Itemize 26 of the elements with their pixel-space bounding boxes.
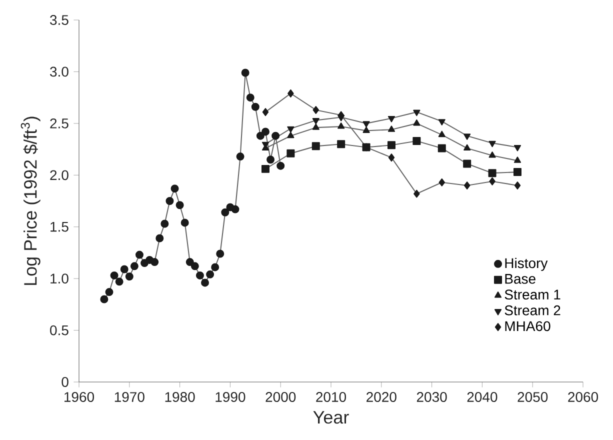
- y-tick-label: 1.0: [50, 274, 68, 284]
- y-tick-label: 0: [62, 377, 68, 387]
- x-tick-label: 2010: [316, 392, 346, 402]
- x-tick-label: 2060: [568, 392, 598, 402]
- legend-label: Stream 1: [504, 290, 560, 300]
- x-tick-label: 2030: [416, 392, 447, 402]
- x-axis-title: Year: [313, 411, 349, 424]
- x-tick-label: 2000: [266, 392, 296, 402]
- x-tick-label: 2040: [467, 392, 498, 402]
- x-tick-label: 1980: [165, 392, 195, 402]
- x-tick-label: 2020: [366, 392, 396, 402]
- x-tick-label: 1960: [64, 392, 94, 402]
- y-tick-label: 3.5: [50, 15, 68, 25]
- x-tick-label: 2050: [518, 392, 548, 402]
- legend-label: Stream 2: [504, 305, 560, 316]
- y-tick-label: 3.0: [50, 66, 68, 77]
- y-axis-title: Log Price (1992 $/ft$^{3}$): [20, 116, 40, 285]
- y-tick-label: 0.5: [50, 325, 68, 336]
- legend-label: Base: [505, 274, 536, 284]
- legend-label: History: [505, 258, 548, 271]
- y-tick-label: 2.5: [50, 118, 68, 128]
- y-tick-label: 1.5: [50, 222, 68, 232]
- x-tick-label: 1970: [114, 392, 144, 402]
- x-tick-label: 1990: [216, 392, 246, 402]
- legend-label: MHA60: [505, 321, 550, 332]
- y-tick-label: 2.0: [50, 170, 68, 180]
